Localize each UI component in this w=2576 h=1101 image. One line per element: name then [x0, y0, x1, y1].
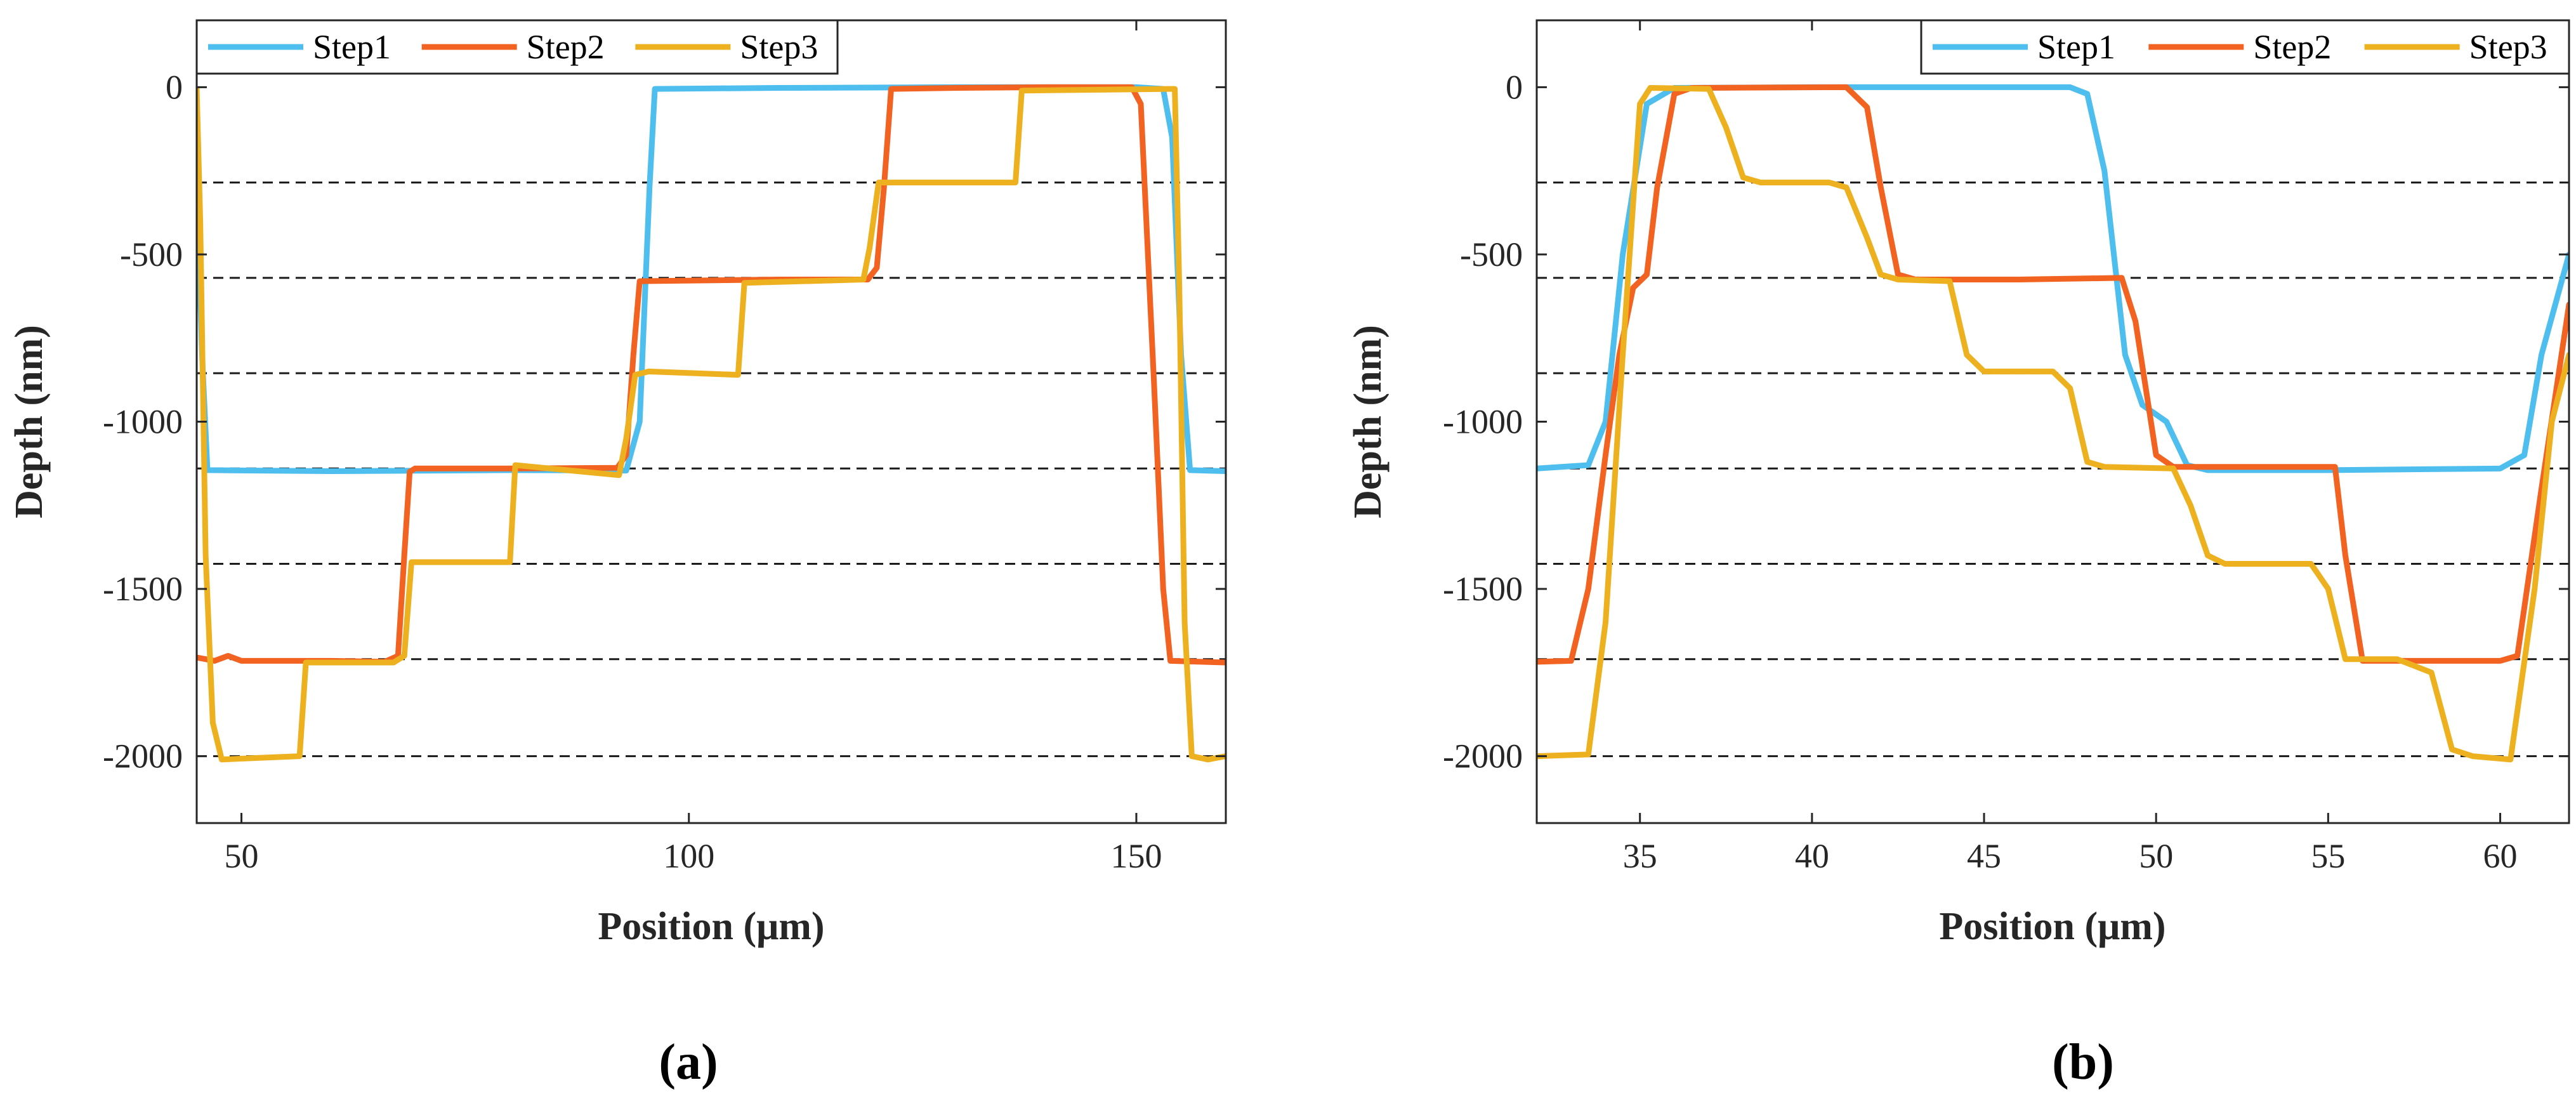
x-tick-label: 150: [1110, 837, 1162, 875]
panel-b: 0 -500 -1000 -1500 -2000 35 40 45 50 55 60 Position…: [1346, 19, 2570, 1090]
legend-box: [1920, 19, 2570, 75]
legend: Step1 Step2 Step3: [195, 19, 839, 75]
legend-label-step2: Step2: [527, 28, 605, 66]
legend: Step1 Step2 Step3: [1920, 19, 2570, 75]
y-tick-label: -500: [120, 235, 183, 274]
x-tick-label: 45: [1967, 837, 2001, 875]
y-tick-label: -1500: [103, 570, 183, 608]
y-tick-label: -500: [1460, 235, 1523, 274]
legend-label-step2: Step2: [2253, 28, 2331, 66]
panel-a: 0 -500 -1000 -1500 -2000 50 100 150 Position (μm…: [8, 19, 1227, 1090]
x-tick-label: 55: [2311, 837, 2345, 875]
y-tick-label: -1500: [1443, 570, 1523, 608]
y-tick-label: 0: [1506, 68, 1523, 106]
y-axis-label: Depth (nm): [1346, 325, 1390, 518]
x-axis-label: Position (μm): [598, 905, 824, 948]
axes-frame: [195, 19, 1227, 824]
x-tick-label: 40: [1795, 837, 1829, 875]
panel-caption: (b): [2052, 1034, 2114, 1090]
x-tick-label: 35: [1623, 837, 1657, 875]
panel-caption: (a): [659, 1034, 718, 1090]
legend-label-step1: Step1: [2037, 28, 2115, 66]
legend-box: [195, 19, 839, 75]
y-tick-label: -2000: [103, 737, 183, 775]
y-tick-label: 0: [166, 68, 183, 106]
legend-label-step3: Step3: [2469, 28, 2547, 66]
x-axis-label: Position (μm): [1939, 905, 2165, 948]
series-group: [1537, 84, 2569, 763]
x-tick-label: 100: [663, 837, 714, 875]
x-tick-label: 60: [2483, 837, 2518, 875]
legend-label-step1: Step1: [313, 28, 391, 66]
y-tick-label: -1000: [1443, 403, 1523, 441]
legend-label-step3: Step3: [740, 28, 818, 66]
x-tick-label: 50: [225, 837, 259, 875]
y-tick-label: -1000: [103, 403, 183, 441]
series-group: [197, 84, 1226, 763]
series-line-step3: [197, 86, 1226, 763]
series-line-step3: [1537, 85, 2569, 763]
y-tick-label: -2000: [1443, 737, 1523, 775]
y-axis-label: Depth (nm): [8, 325, 51, 518]
x-tick-label: 50: [2139, 837, 2173, 875]
axes-frame: [1535, 19, 2570, 824]
